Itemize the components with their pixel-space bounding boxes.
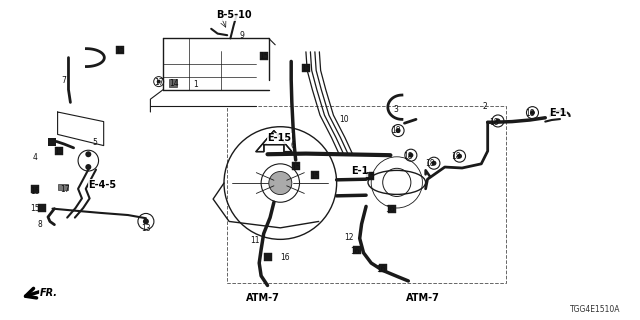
Bar (31, 186, 39, 193)
Text: ATM-7: ATM-7 (406, 293, 440, 303)
Text: 17: 17 (154, 78, 164, 87)
Circle shape (495, 118, 500, 124)
Text: 18: 18 (426, 159, 435, 168)
Text: TGG4E1510A: TGG4E1510A (570, 305, 621, 314)
Circle shape (530, 110, 535, 115)
Bar (292, 163, 300, 170)
Text: 17: 17 (60, 185, 70, 194)
Bar (311, 172, 319, 179)
Text: E-15: E-15 (268, 133, 292, 143)
Circle shape (143, 219, 149, 224)
Circle shape (85, 151, 92, 157)
Text: 3: 3 (393, 105, 398, 114)
Text: 15: 15 (30, 204, 40, 213)
Text: 15: 15 (259, 52, 269, 61)
Text: 15: 15 (30, 187, 40, 196)
Text: 11: 11 (250, 236, 259, 245)
Bar (116, 46, 124, 54)
Text: 2: 2 (483, 102, 488, 111)
Circle shape (431, 161, 436, 166)
Text: E-1: E-1 (549, 108, 566, 118)
Circle shape (157, 80, 161, 84)
Circle shape (396, 128, 401, 133)
Text: 15: 15 (301, 64, 311, 73)
Bar (302, 64, 310, 72)
Bar (58, 184, 68, 190)
Text: FR.: FR. (40, 288, 58, 298)
Circle shape (457, 154, 462, 159)
Text: 18: 18 (451, 152, 460, 161)
Bar (353, 246, 361, 254)
Text: 4: 4 (33, 153, 38, 162)
Text: 16: 16 (376, 265, 386, 274)
Text: 14: 14 (169, 79, 179, 88)
Text: 1: 1 (193, 80, 198, 89)
Text: 10: 10 (339, 115, 349, 124)
Bar (264, 253, 271, 260)
Bar (388, 205, 396, 213)
Text: 16: 16 (350, 247, 360, 256)
Text: E-4-5: E-4-5 (88, 180, 116, 190)
Text: 15: 15 (54, 148, 64, 156)
Text: 12: 12 (344, 233, 353, 242)
Text: 18: 18 (404, 152, 413, 161)
Text: E-1: E-1 (351, 166, 368, 176)
Text: 15: 15 (310, 172, 320, 181)
Circle shape (408, 153, 413, 158)
Circle shape (269, 172, 292, 195)
Text: 13: 13 (141, 224, 151, 233)
Text: 18: 18 (490, 118, 499, 127)
Polygon shape (256, 131, 292, 152)
Text: 15: 15 (365, 172, 375, 181)
Bar (55, 147, 63, 155)
Text: 6: 6 (291, 141, 296, 150)
Text: 16: 16 (385, 205, 396, 214)
Bar (49, 138, 56, 146)
Text: 15: 15 (291, 163, 301, 172)
Bar (38, 204, 45, 212)
Text: 18: 18 (391, 126, 400, 135)
Text: 15: 15 (115, 46, 125, 55)
Text: 18: 18 (525, 109, 534, 118)
Text: 7: 7 (61, 76, 67, 85)
Text: ATM-7: ATM-7 (246, 293, 280, 303)
Text: 16: 16 (280, 253, 290, 262)
Bar (169, 78, 177, 86)
Bar (260, 52, 268, 60)
Bar (366, 172, 374, 180)
Text: B-5-10: B-5-10 (216, 10, 252, 20)
Bar (379, 264, 387, 272)
Text: 5: 5 (92, 138, 97, 147)
Text: 8: 8 (37, 220, 42, 229)
Circle shape (85, 164, 92, 170)
Bar (227, 106, 506, 283)
Text: 9: 9 (239, 31, 244, 40)
